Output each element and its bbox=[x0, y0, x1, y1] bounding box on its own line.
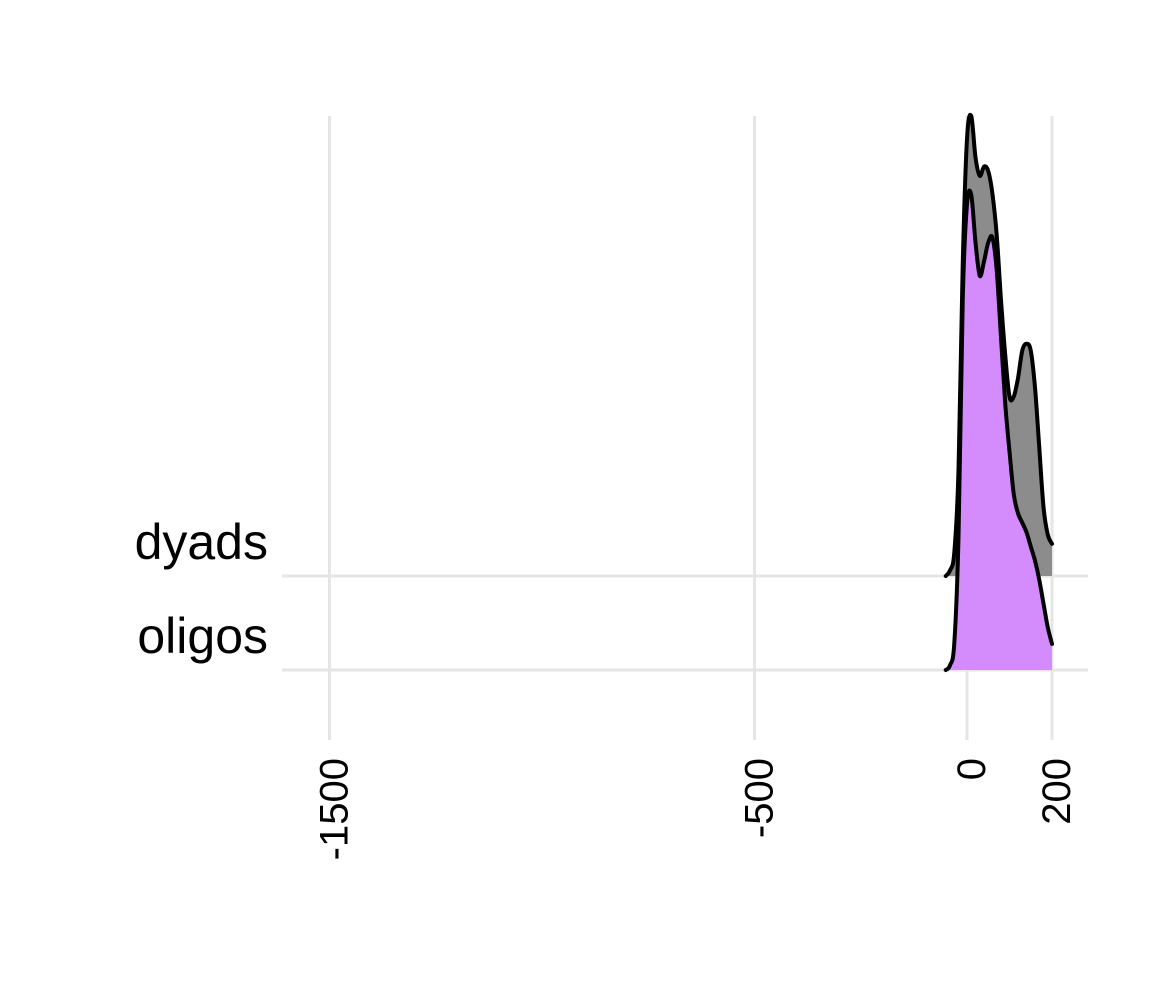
x-tick-label: 0 bbox=[950, 758, 994, 780]
density-ridges bbox=[943, 112, 1054, 672]
category-label-dyads: dyads bbox=[135, 514, 268, 570]
x-tick-label: -1500 bbox=[313, 758, 357, 860]
x-axis-tick-labels: -1500 -500 0 200 bbox=[313, 758, 1080, 860]
ridge-fill-oligos bbox=[945, 190, 1052, 671]
ridge-outline-oligos bbox=[943, 188, 1054, 672]
category-labels: dyads oligos bbox=[135, 514, 268, 664]
x-tick-label: -500 bbox=[738, 758, 782, 838]
category-label-oligos: oligos bbox=[137, 608, 268, 664]
x-tick-label: 200 bbox=[1035, 758, 1079, 825]
